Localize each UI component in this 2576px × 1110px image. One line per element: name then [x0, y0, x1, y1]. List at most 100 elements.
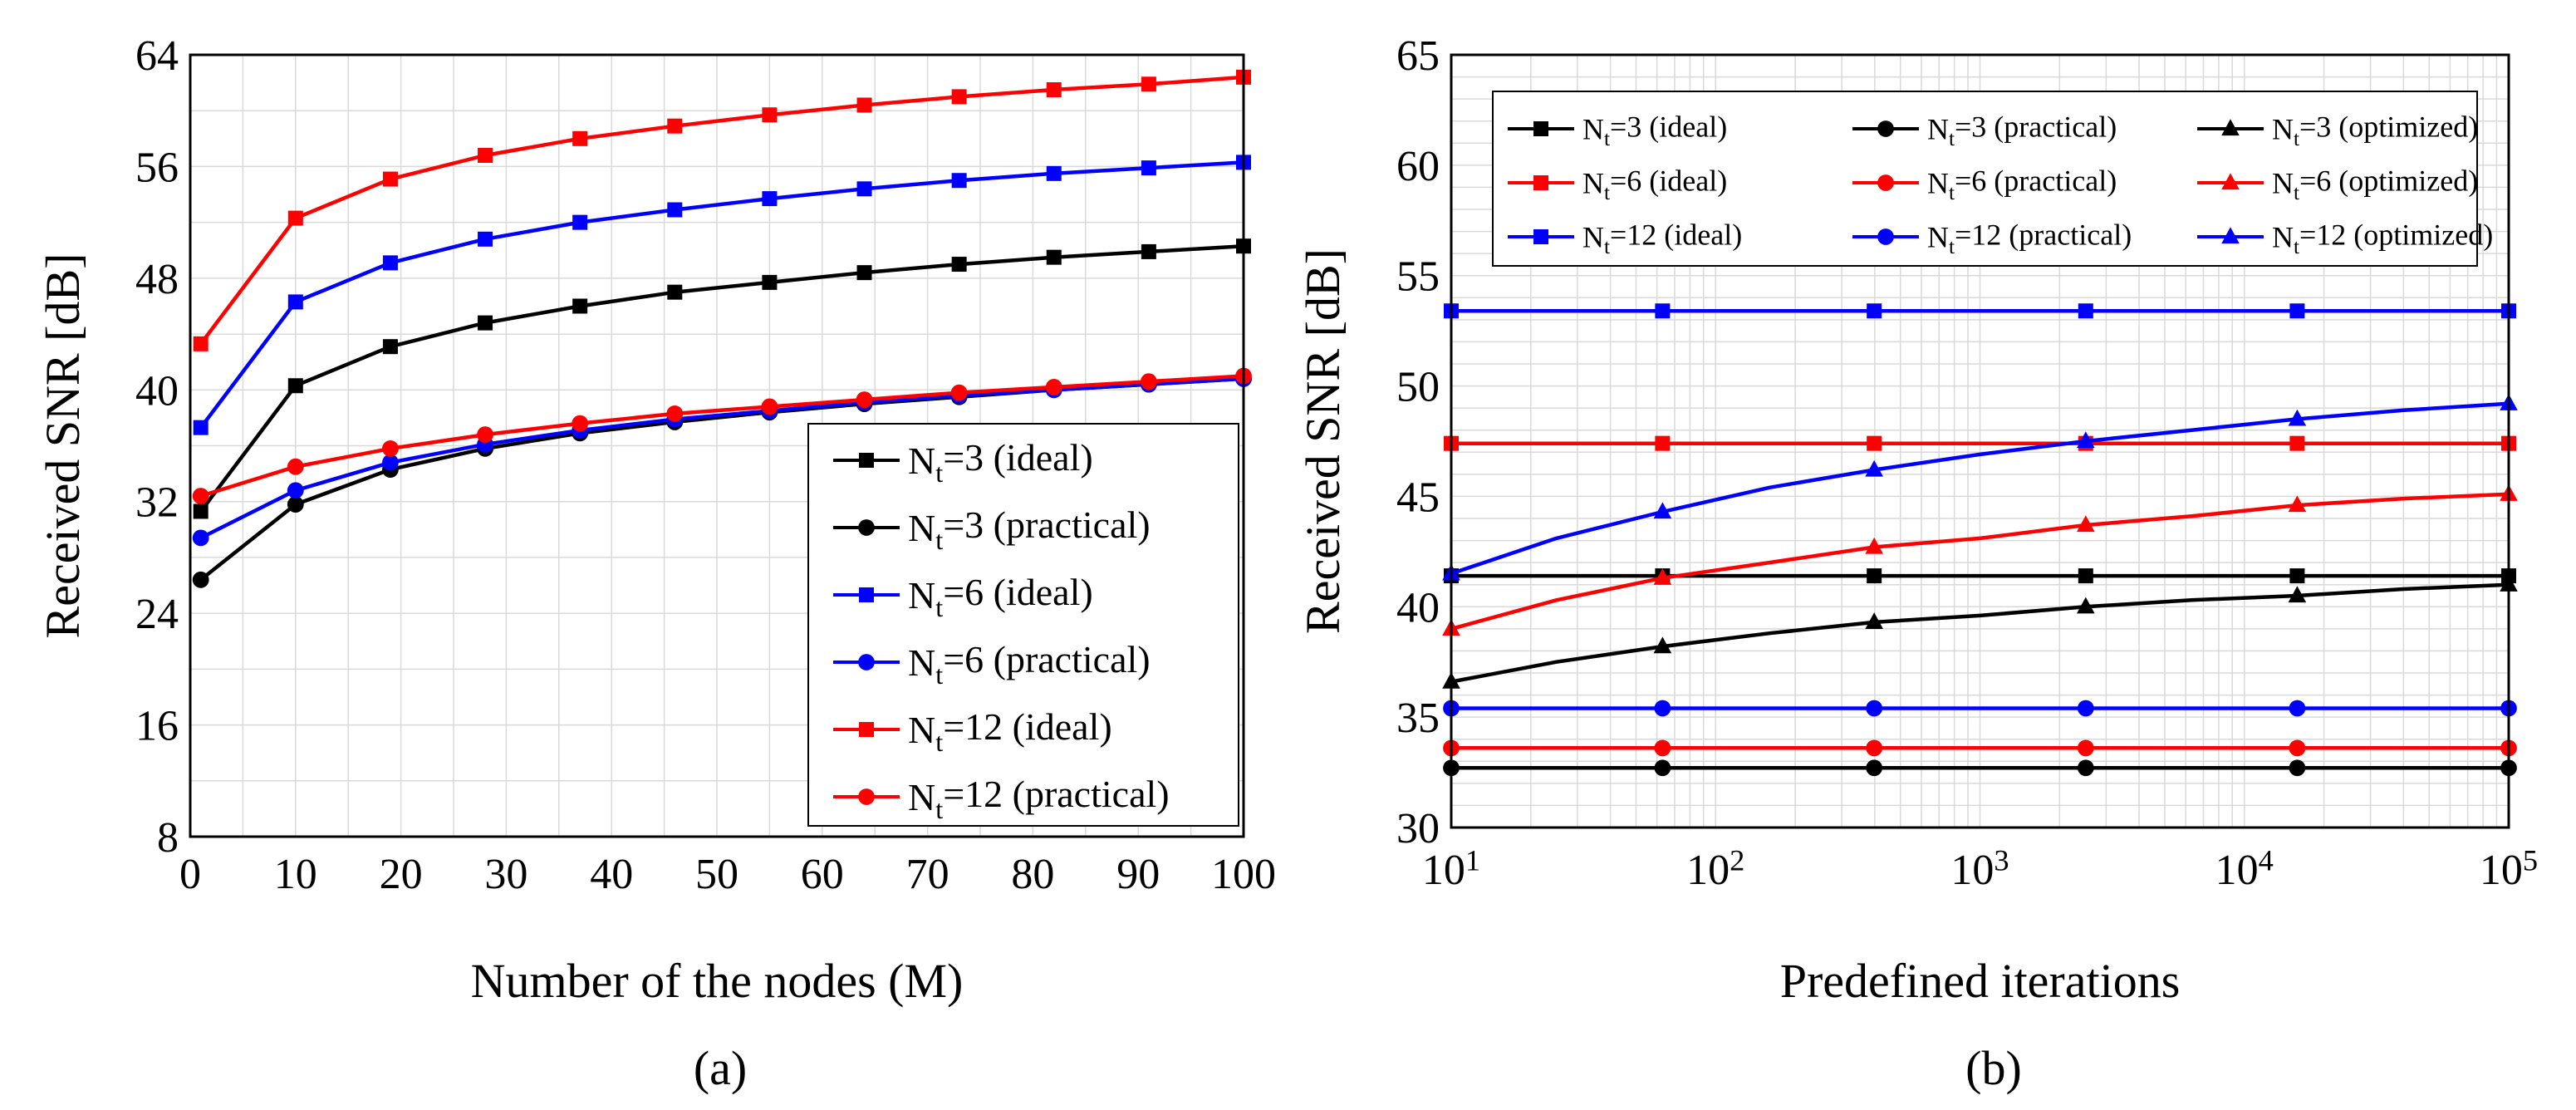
- data-point: [478, 147, 493, 163]
- series-2: [1442, 575, 2518, 689]
- legend-marker: [1533, 229, 1548, 244]
- data-point: [2078, 568, 2093, 584]
- x-tick-label: 102: [1686, 844, 1744, 894]
- data-point: [1045, 379, 1062, 395]
- legend: Nt=3 (ideal) Nt=3 (practical) Nt=6 (ideal)…: [807, 423, 1239, 827]
- legend-label: Nt=12 (practical): [908, 773, 1170, 824]
- data-point: [950, 384, 968, 401]
- legend-entry: Nt=3 (practical): [833, 503, 1151, 555]
- data-point: [382, 440, 399, 457]
- data-point: [2289, 739, 2306, 757]
- data-point: [1653, 568, 1672, 585]
- y-tick-label: 65: [1396, 32, 1440, 80]
- series-3: [192, 370, 1252, 547]
- caption-a: (a): [694, 1041, 747, 1095]
- data-point: [2289, 435, 2305, 451]
- data-point: [2289, 759, 2306, 777]
- data-point: [1653, 502, 1672, 519]
- data-point: [1653, 636, 1672, 654]
- x-tick-label: 70: [906, 851, 949, 898]
- data-point: [1865, 537, 1883, 554]
- data-point: [1654, 739, 1671, 757]
- legend-label: Nt=3 (practical): [908, 503, 1151, 555]
- data-point: [572, 214, 588, 230]
- x-tick-label: 101: [1422, 844, 1480, 894]
- x-tick-label: 0: [179, 851, 201, 898]
- data-point: [1867, 303, 1882, 319]
- data-point: [2289, 303, 2305, 319]
- legend-marker: [858, 654, 875, 670]
- legend-entry: Nt=6 (ideal): [1508, 164, 1727, 204]
- series-5: [1442, 484, 2518, 636]
- legend-entry: Nt=12 (optimized): [2197, 218, 2493, 258]
- legend-entry: Nt=12 (ideal): [1508, 218, 1742, 258]
- data-point: [667, 118, 683, 134]
- legend: Nt=3 (ideal) Nt=3 (practical) Nt=3 (optimi…: [1492, 91, 2493, 267]
- y-tick-label: 35: [1396, 695, 1440, 742]
- legend-marker: [859, 722, 874, 737]
- data-point: [1654, 759, 1671, 777]
- caption-b: (b): [1965, 1041, 2022, 1095]
- data-point: [1655, 435, 1671, 451]
- legend-marker: [1533, 121, 1548, 136]
- data-point: [856, 181, 872, 197]
- data-point: [2077, 739, 2094, 757]
- data-point: [478, 231, 493, 247]
- legend-entry: Nt=12 (practical): [1852, 218, 2132, 258]
- data-point: [1865, 459, 1883, 477]
- data-point: [193, 336, 209, 351]
- y-tick-label: 50: [1396, 364, 1440, 411]
- x-ticks: 0 10 20 30 40 50 60 70 80 90 100: [179, 851, 1276, 898]
- data-point: [193, 503, 209, 519]
- data-point: [287, 210, 303, 226]
- legend-entry: Nt=3 (ideal): [833, 436, 1093, 488]
- data-point: [1141, 160, 1156, 176]
- y-tick-label: 55: [1396, 253, 1440, 301]
- data-point: [192, 529, 209, 547]
- data-point: [2077, 759, 2094, 777]
- legend-entry: Nt=12 (practical): [833, 773, 1170, 824]
- legend-entry: Nt=6 (practical): [1852, 164, 2117, 204]
- data-point: [287, 496, 304, 513]
- data-point: [572, 415, 589, 432]
- series-line: [199, 376, 1244, 540]
- data-point: [287, 378, 303, 394]
- x-tick-label: 105: [2480, 844, 2538, 894]
- data-point: [2288, 586, 2307, 603]
- x-tick-label: 40: [590, 851, 633, 898]
- legend-label: Nt=6 (ideal): [908, 571, 1093, 622]
- series-4: [193, 69, 1251, 351]
- series-2: [193, 155, 1251, 435]
- y-ticks: 30 35 40 45 50 55 60 65: [1396, 32, 1440, 852]
- legend-box: [1492, 91, 2478, 267]
- data-point: [2288, 495, 2307, 513]
- data-point: [1046, 249, 1062, 265]
- data-point: [951, 173, 967, 189]
- x-tick-label: 20: [380, 851, 423, 898]
- data-point: [1866, 739, 1883, 757]
- data-point: [1655, 303, 1671, 319]
- data-point: [667, 202, 683, 218]
- legend-entry: Nt=12 (ideal): [833, 705, 1112, 757]
- x-axis-title: Predefined iterations: [1780, 954, 2181, 1008]
- data-point: [1654, 700, 1671, 717]
- legend-label: Nt=12 (optimized): [2272, 218, 2493, 258]
- data-point: [951, 89, 967, 105]
- series-line: [1450, 582, 2510, 684]
- data-point: [572, 298, 588, 314]
- legend-entry: Nt=3 (practical): [1852, 110, 2117, 150]
- data-point: [762, 107, 778, 123]
- legend-marker: [2221, 227, 2240, 244]
- data-point: [478, 315, 493, 331]
- y-tick-label: 45: [1396, 474, 1440, 521]
- data-point: [666, 405, 684, 422]
- legend-label: Nt=3 (ideal): [908, 436, 1093, 488]
- y-tick-label: 32: [135, 479, 179, 527]
- legend-entry: Nt=6 (optimized): [2197, 164, 2478, 204]
- x-ticks: 101 102 103 104 105: [1422, 844, 2538, 894]
- data-point: [761, 398, 778, 415]
- legend-label: Nt=12 (practical): [1927, 218, 2132, 258]
- data-point: [1141, 76, 1156, 92]
- legend-label: Nt=12 (ideal): [908, 705, 1112, 757]
- plot-frame: [1450, 53, 2510, 829]
